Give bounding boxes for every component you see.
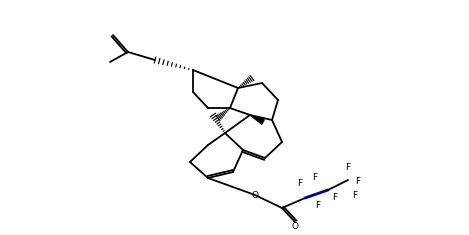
Text: F: F (297, 180, 303, 188)
Polygon shape (250, 115, 264, 124)
Text: O: O (292, 222, 298, 231)
Text: F: F (316, 200, 321, 209)
Text: F: F (312, 173, 318, 183)
Text: F: F (333, 193, 338, 203)
Text: O: O (251, 191, 258, 200)
Text: F: F (352, 191, 357, 200)
Text: F: F (346, 164, 350, 172)
Text: F: F (356, 177, 361, 187)
